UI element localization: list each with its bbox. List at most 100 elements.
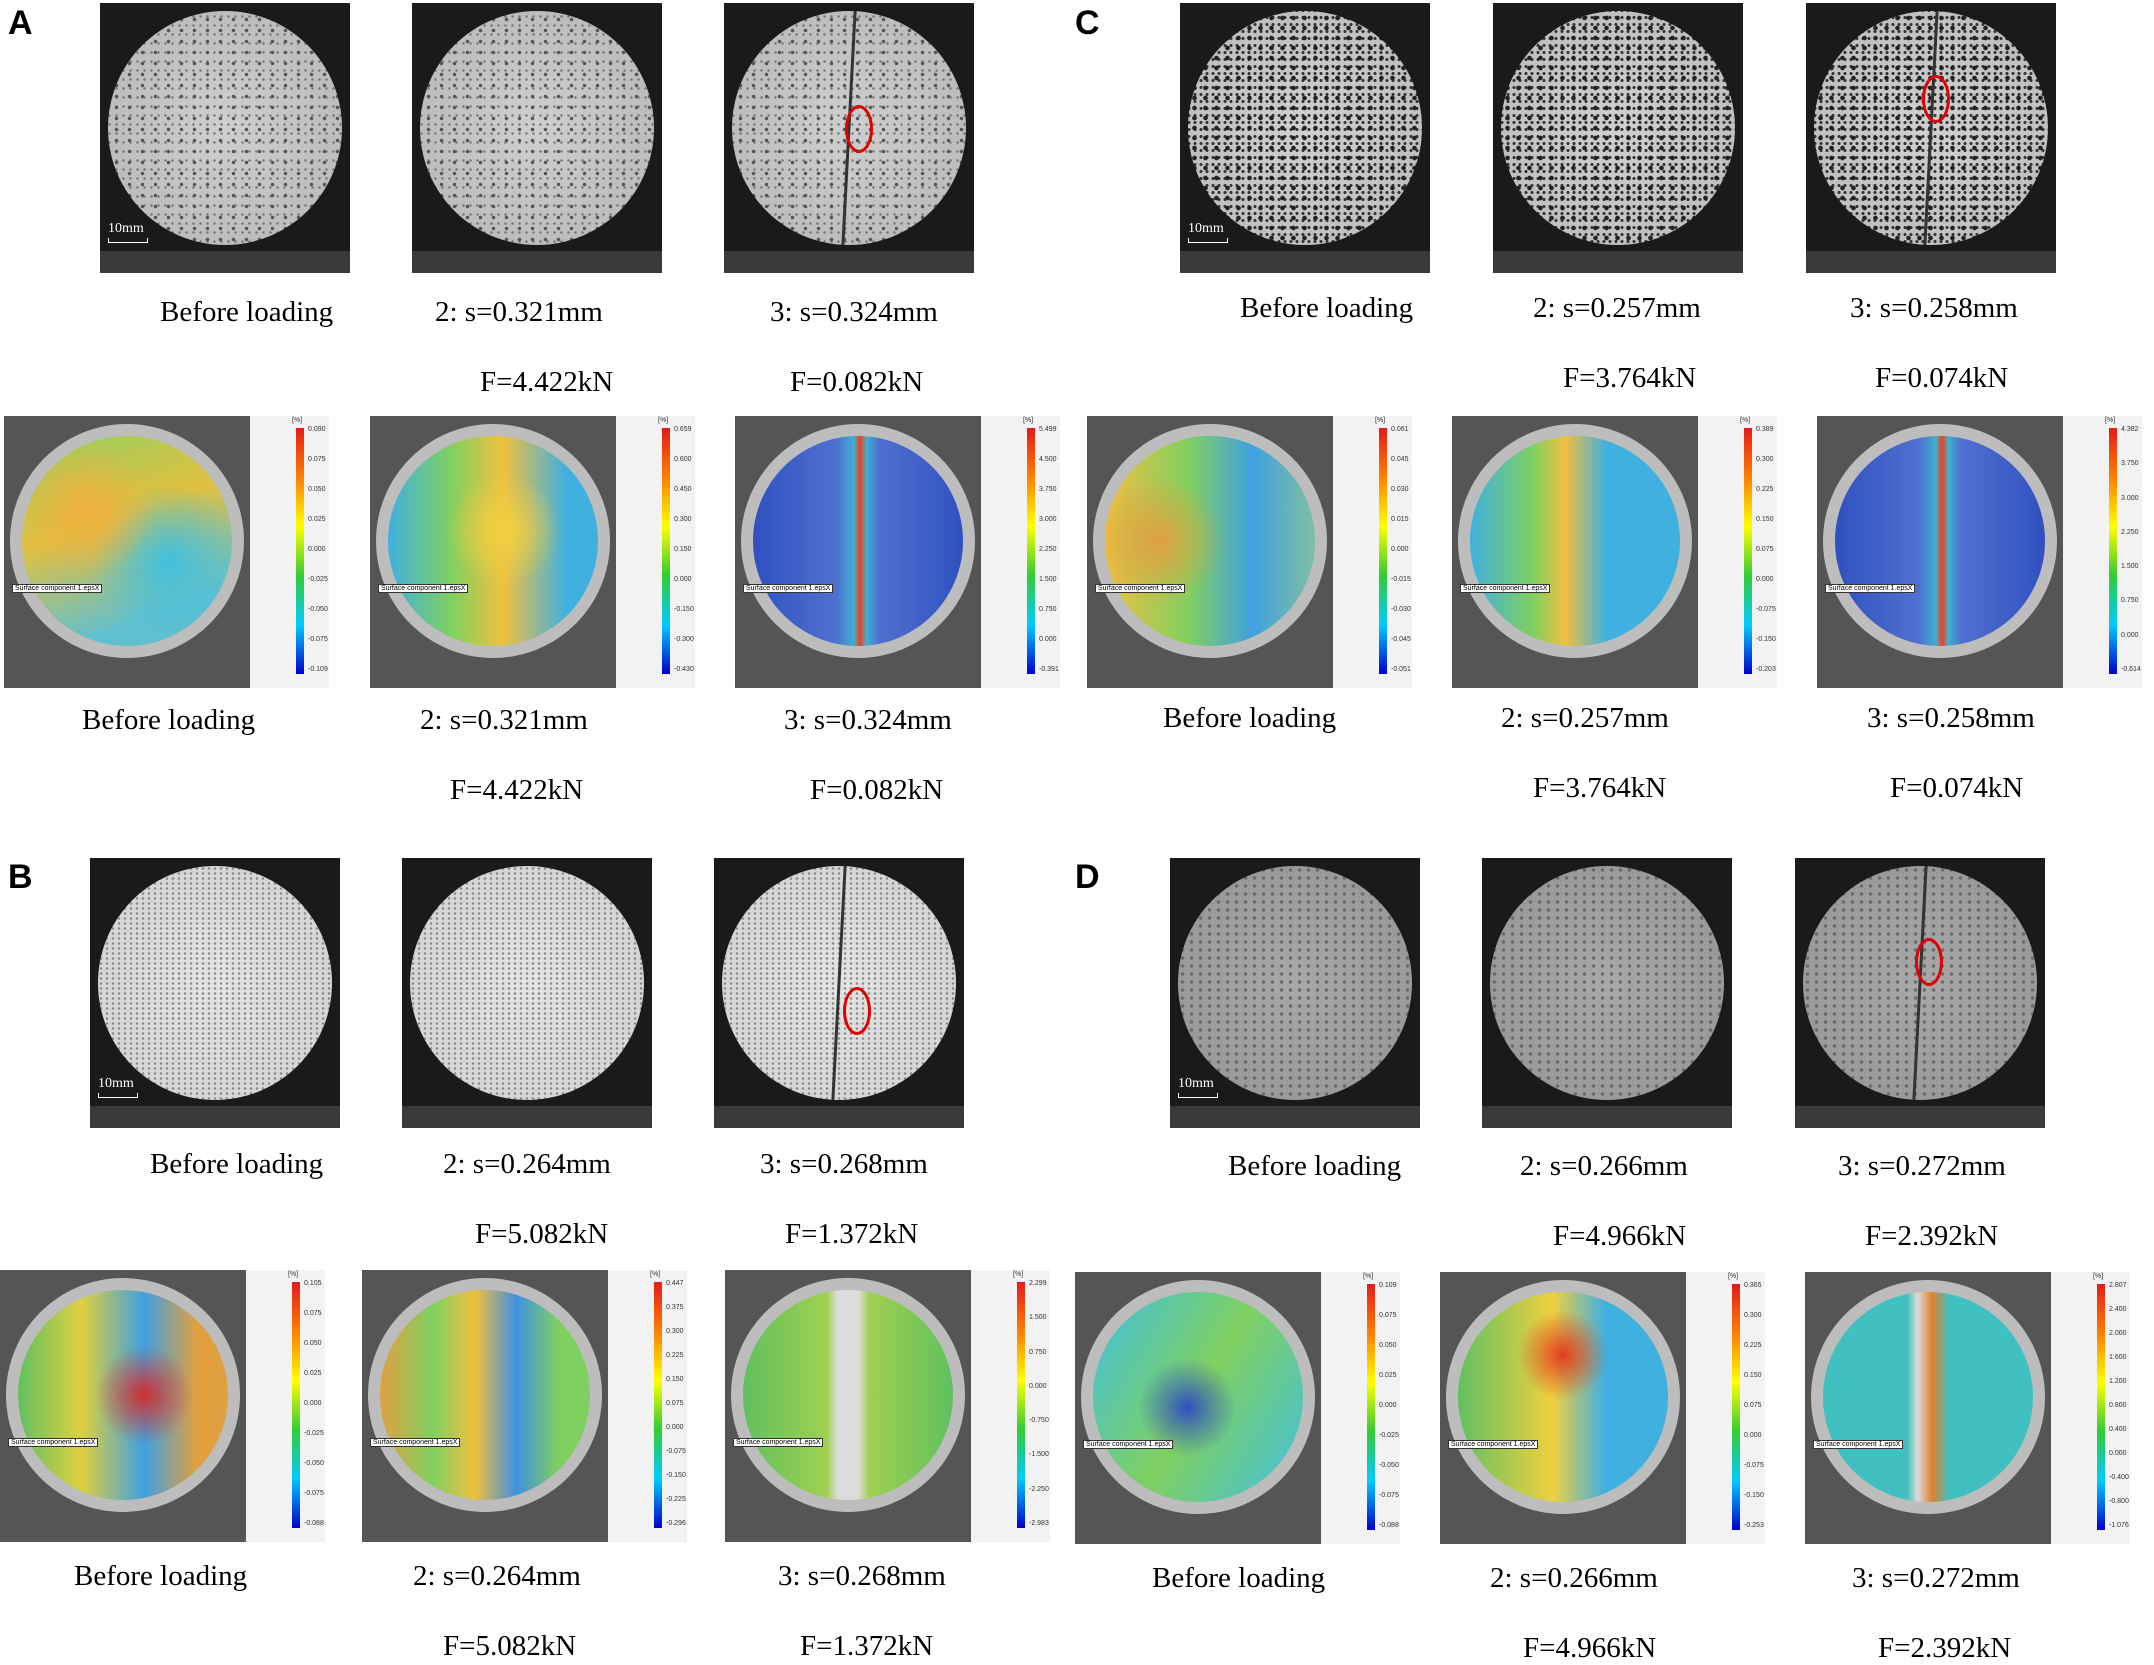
colorbar-tick-label: 0.000 (1391, 546, 1409, 553)
force-bottom: F=5.082kN (443, 1630, 577, 1662)
colorbar-tick-label: 0.050 (304, 1340, 322, 1347)
colorbar (2097, 1284, 2105, 1530)
colorbar-tick-label: -0.075 (1379, 1492, 1399, 1499)
specimen-photo (1795, 858, 2045, 1128)
surface-component-tag: Surface component 1.epsX (12, 584, 103, 593)
strain-field (1105, 436, 1315, 646)
colorbar-tick-label: -0.025 (304, 1430, 324, 1437)
colorbar-tick-label: -0.150 (1744, 1492, 1764, 1499)
strain-map: Surface component 1.epsX [%] 0.061 0.045 0.0… (1087, 416, 1412, 688)
colorbar (1744, 428, 1752, 674)
strain-field (1093, 1292, 1303, 1502)
caption-top: 2: s=0.257mm (1533, 292, 1701, 324)
colorbar-tick-label: 0.000 (2109, 1450, 2127, 1457)
colorbar-tick-label: 0.150 (674, 546, 692, 553)
scale-bar: 10mm (98, 1076, 138, 1098)
colorbar-tick-label: 0.000 (1744, 1432, 1762, 1439)
colorbar-tick-label: -0.075 (1744, 1462, 1764, 1469)
colorbar-tick-label: 0.365 (1744, 1282, 1762, 1289)
colorbar-tick-label: 0.050 (1379, 1342, 1397, 1349)
colorbar-tick-label: -0.225 (666, 1496, 686, 1503)
strain-field (1835, 436, 2045, 646)
colorbar-tick-label: 0.075 (304, 1310, 322, 1317)
scale-bar: 10mm (108, 221, 148, 243)
force-bottom: F=1.372kN (800, 1630, 934, 1662)
colorbar (1732, 1284, 1740, 1530)
strain-map: Surface component 1.epsX [%] 0.365 0.300 0.2… (1440, 1272, 1765, 1544)
colorbar-tick-label: 0.300 (1756, 456, 1774, 463)
caption-top: Before loading (1228, 1150, 1402, 1182)
caption-bottom: Before loading (74, 1560, 248, 1592)
scale-bar-label: 10mm (1178, 1076, 1214, 1091)
colorbar-tick-label: 2.250 (1039, 546, 1057, 553)
colorbar-tick-label: 0.450 (674, 486, 692, 493)
colorbar-unit: [%] (1023, 417, 1034, 424)
specimen-disk (108, 11, 342, 245)
colorbar-tick-label: -0.050 (308, 606, 328, 613)
colorbar-tick-label: 0.447 (666, 1280, 684, 1287)
panel-label-a: A (8, 4, 33, 42)
loading-platen (714, 1106, 964, 1128)
colorbar-tick-label: 4.500 (1039, 456, 1057, 463)
colorbar (1027, 428, 1035, 674)
colorbar-tick-label: 0.075 (308, 456, 326, 463)
colorbar (662, 428, 670, 674)
caption-top: 2: s=0.321mm (435, 296, 603, 328)
colorbar-tick-label: 0.000 (674, 576, 692, 583)
caption-top: 3: s=0.268mm (760, 1148, 928, 1180)
colorbar-tick-label: -0.025 (308, 576, 328, 583)
colorbar-tick-label: 0.075 (666, 1400, 684, 1407)
colorbar-unit: [%] (292, 417, 303, 424)
colorbar-tick-label: -0.296 (666, 1520, 686, 1527)
colorbar-tick-label: 0.300 (1744, 1312, 1762, 1319)
colorbar-tick-label: 0.109 (1379, 1282, 1397, 1289)
colorbar-tick-label: -0.253 (1744, 1522, 1764, 1529)
strain-map: Surface component 1.epsX [%] 0.109 0.075 0.0… (1075, 1272, 1400, 1544)
caption-bottom: 2: s=0.257mm (1501, 702, 1669, 734)
force-bottom: F=0.082kN (810, 774, 944, 806)
strain-map: Surface component 1.epsX [%] 5.499 4.500 3.7… (735, 416, 1060, 688)
surface-component-tag: Surface component 1.epsX (733, 1438, 824, 1447)
colorbar-tick-label: -0.088 (304, 1520, 324, 1527)
specimen-disk (98, 866, 332, 1100)
colorbar-unit: [%] (650, 1271, 661, 1278)
surface-component-tag: Surface component 1.epsX (1095, 584, 1186, 593)
specimen-photo: 10mm (90, 858, 340, 1128)
colorbar-tick-label: -0.050 (304, 1460, 324, 1467)
crack-marker-ellipse (845, 105, 873, 153)
colorbar-tick-label: 0.750 (1039, 606, 1057, 613)
force-bottom: F=3.764kN (1533, 772, 1667, 804)
caption-bottom: Before loading (82, 704, 256, 736)
colorbar-tick-label: 0.300 (666, 1328, 684, 1335)
loading-platen (412, 251, 662, 273)
specimen-disk (1178, 866, 1412, 1100)
specimen-photo (402, 858, 652, 1128)
colorbar (296, 428, 304, 674)
colorbar-tick-label: -2.983 (1029, 1520, 1049, 1527)
strain-field (22, 436, 232, 646)
scale-bar-line (1178, 1093, 1218, 1098)
colorbar-tick-label: 0.000 (1379, 1402, 1397, 1409)
specimen-photo: 10mm (1170, 858, 1420, 1128)
colorbar (2109, 428, 2117, 674)
colorbar-tick-label: -0.750 (1029, 1417, 1049, 1425)
specimen-photo (1806, 3, 2056, 273)
colorbar-tick-label: 3.750 (2121, 460, 2139, 468)
colorbar-tick-label: -0.025 (1379, 1432, 1399, 1439)
colorbar-tick-label: 1.500 (2121, 563, 2139, 571)
colorbar-tick-label: 0.300 (674, 516, 692, 523)
specimen-photo (1493, 3, 1743, 273)
caption-bottom: 3: s=0.272mm (1852, 1562, 2020, 1594)
colorbar-tick-label: 2.299 (1029, 1280, 1047, 1287)
colorbar-unit: [%] (2093, 1273, 2104, 1280)
colorbar-tick-label: 0.025 (1379, 1372, 1397, 1379)
colorbar-tick-label: 0.375 (666, 1304, 684, 1311)
colorbar-tick-label: 0.225 (1744, 1342, 1762, 1349)
specimen-disk (420, 11, 654, 245)
caption-bottom: 2: s=0.321mm (420, 704, 588, 736)
colorbar-tick-label: -1.500 (1029, 1451, 1049, 1459)
caption-top: 3: s=0.272mm (1838, 1150, 2006, 1182)
caption-top: 2: s=0.264mm (443, 1148, 611, 1180)
colorbar-tick-label: 2.400 (2109, 1306, 2127, 1313)
scale-bar: 10mm (1178, 1076, 1218, 1098)
